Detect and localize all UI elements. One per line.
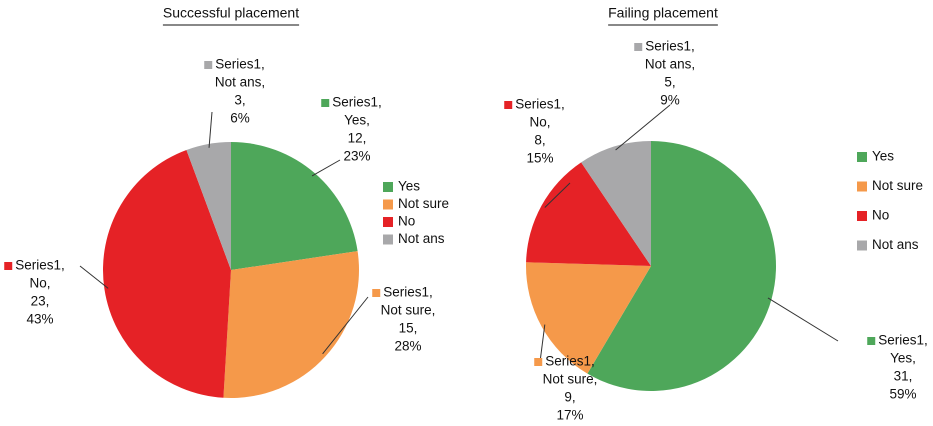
pie-slice bbox=[581, 141, 651, 266]
data-label: Yes, bbox=[890, 351, 916, 366]
data-label: Not ans, bbox=[215, 75, 265, 90]
data-label: 23% bbox=[343, 149, 370, 164]
data-label: 5, bbox=[664, 75, 675, 90]
data-label: Series1, bbox=[515, 97, 565, 112]
legend-swatch bbox=[383, 217, 393, 227]
leader-line bbox=[79, 265, 109, 289]
pie-slice bbox=[223, 251, 359, 398]
legend-swatch bbox=[383, 182, 393, 192]
leader-line bbox=[208, 111, 213, 148]
data-label: No, bbox=[29, 276, 50, 291]
data-label: Series1, bbox=[645, 39, 695, 54]
leader-line bbox=[615, 104, 671, 151]
data-label: Series1, bbox=[15, 258, 65, 273]
leader-line bbox=[539, 324, 546, 363]
label-key bbox=[4, 262, 13, 270]
legend-swatch bbox=[857, 181, 867, 192]
data-label: Series1, bbox=[878, 333, 928, 348]
pie-slice bbox=[231, 142, 358, 270]
data-label: 12, bbox=[348, 131, 367, 146]
legend-swatch bbox=[857, 240, 867, 251]
label-key bbox=[372, 289, 381, 297]
label-key bbox=[634, 43, 643, 51]
pie-slice bbox=[102, 150, 231, 398]
data-label: 23, bbox=[31, 294, 50, 309]
data-label: Series1, bbox=[332, 95, 382, 110]
legend-label: Not sure bbox=[872, 178, 923, 193]
leader-line bbox=[544, 182, 571, 208]
data-label: Series1, bbox=[215, 57, 265, 72]
data-label: 15% bbox=[526, 151, 553, 166]
data-label: 17% bbox=[556, 408, 583, 423]
data-label: 6% bbox=[230, 111, 250, 126]
label-key bbox=[534, 358, 543, 366]
legend-label: Yes bbox=[872, 149, 894, 164]
chart-title: Successful placement bbox=[163, 5, 299, 21]
data-label: 59% bbox=[889, 387, 916, 402]
data-label: 15, bbox=[399, 321, 418, 336]
label-key bbox=[867, 337, 876, 345]
legend-label: Yes bbox=[398, 179, 420, 194]
legend-swatch bbox=[383, 234, 393, 245]
label-key bbox=[321, 99, 330, 107]
data-label: 31, bbox=[894, 369, 913, 384]
legend-label: No bbox=[872, 208, 889, 223]
leader-line bbox=[322, 296, 369, 355]
label-key bbox=[204, 61, 213, 69]
data-label: Yes, bbox=[344, 113, 370, 128]
legend-swatch bbox=[857, 211, 867, 221]
pie-slice bbox=[526, 162, 651, 266]
data-label: Not ans, bbox=[645, 57, 695, 72]
data-label: 3, bbox=[234, 93, 245, 108]
leader-line bbox=[767, 297, 839, 342]
data-label: Not sure, bbox=[381, 303, 436, 318]
legend-label: Not ans bbox=[872, 237, 919, 252]
data-label: 9% bbox=[660, 93, 680, 108]
legend-swatch bbox=[383, 199, 393, 210]
leader-line bbox=[311, 159, 341, 177]
data-label: Not sure, bbox=[543, 372, 598, 387]
legend-label: Not ans bbox=[398, 231, 445, 246]
pie-slice bbox=[526, 262, 651, 374]
data-label: Series1, bbox=[383, 285, 433, 300]
legend-label: Not sure bbox=[398, 196, 449, 211]
legend-label: No bbox=[398, 214, 415, 229]
legend-swatch bbox=[857, 152, 867, 162]
data-label: 8, bbox=[534, 133, 545, 148]
pie-slice bbox=[186, 142, 231, 270]
pie-slice bbox=[587, 141, 776, 391]
chart-title: Failing placement bbox=[608, 5, 718, 21]
label-key bbox=[504, 101, 513, 109]
data-label: 43% bbox=[26, 312, 53, 327]
data-label: 28% bbox=[394, 339, 421, 354]
data-label: 9, bbox=[564, 390, 575, 405]
data-label: Series1, bbox=[545, 354, 595, 369]
data-label: No, bbox=[529, 115, 550, 130]
